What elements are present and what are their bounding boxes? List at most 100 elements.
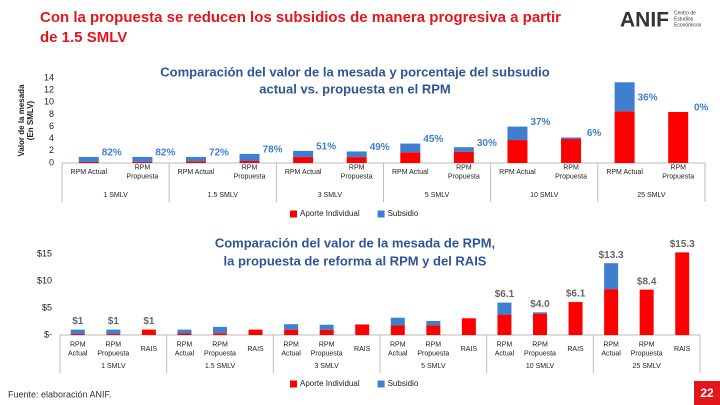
bar-segment (390, 317, 405, 326)
legend-label: Aporte Individual (300, 209, 360, 218)
bar-segment (239, 160, 260, 163)
bar-segment (106, 329, 121, 335)
bar-segment (213, 326, 227, 334)
data-label: 72% (209, 148, 229, 159)
x-tick-label: RPM Propuesta (234, 164, 266, 180)
bar-segment (507, 140, 528, 163)
bar-segment (604, 289, 619, 335)
bar-segment (213, 333, 227, 335)
chart-title: la propuesta de reforma al RPM y del RAI… (224, 253, 487, 268)
y-tick-label: 4 (49, 133, 54, 143)
y-tick-label: $5 (42, 302, 52, 312)
data-label: 78% (263, 145, 283, 156)
bar-segment (185, 156, 206, 162)
x-tick-label: RPM Propuesta (311, 341, 343, 357)
bar-segment (177, 329, 192, 334)
data-label: $15.3 (670, 239, 695, 250)
x-tick-label: RPM Actual (499, 169, 536, 176)
group-label: 25 SMLV (633, 363, 662, 370)
bar-segment (561, 137, 582, 140)
bar-segment (390, 325, 405, 335)
group-label: 10 SMLV (526, 363, 555, 370)
slide-title: de 1.5 SMLV (40, 29, 127, 46)
x-tick-label: RPM Actual (281, 341, 301, 357)
group-label: 3 SMLV (314, 363, 339, 370)
bar-segment (453, 147, 474, 152)
group-label: 1.5 SMLV (208, 192, 239, 199)
bar-segment (426, 320, 441, 326)
bar-segment (319, 329, 334, 335)
group-label: 1.5 SMLV (205, 363, 236, 370)
x-tick-label: RPM Propuesta (555, 164, 587, 180)
x-tick-label: RPM Propuesta (524, 341, 556, 357)
data-label: $6.1 (495, 289, 515, 300)
data-label: $4.0 (530, 299, 550, 310)
data-label: 82% (155, 148, 175, 159)
data-label: $1 (143, 316, 155, 327)
page-number: 22 (700, 386, 714, 400)
x-tick-label: RAIS (461, 346, 478, 353)
bar-segment (426, 325, 441, 335)
chart-title: Comparación del valor de la mesada y por… (160, 64, 549, 79)
legend-swatch (290, 210, 297, 218)
group-label: 1 SMLV (103, 192, 128, 199)
data-label: 82% (102, 148, 122, 159)
bar-segment (132, 156, 153, 162)
y-tick-label: 6 (49, 121, 54, 131)
x-tick-label: RPM Propuesta (631, 341, 663, 357)
bar-segment (141, 329, 156, 335)
chart-title: Comparación del valor de la mesada de RP… (215, 235, 495, 250)
data-label: $8.4 (637, 276, 657, 287)
y-tick-label: 8 (49, 109, 54, 119)
y-tick-label: $15 (37, 248, 52, 258)
legend-label: Subsidio (388, 379, 419, 388)
bar-segment (507, 126, 528, 141)
x-tick-label: RPM Propuesta (417, 341, 449, 357)
source: Fuente: elaboración ANIF. (8, 389, 112, 399)
x-tick-label: RPM Actual (388, 341, 408, 357)
bar-segment (78, 156, 99, 162)
bar-segment (106, 334, 121, 335)
group-label: 25 SMLV (637, 192, 666, 199)
bar-segment (614, 111, 635, 163)
x-tick-label: RPM Actual (175, 341, 195, 357)
data-label: 45% (423, 134, 443, 145)
data-label: 30% (477, 138, 497, 149)
logo-subtitle: Centro de (674, 10, 696, 16)
data-label: 0% (694, 103, 709, 114)
y-axis-label: Valor de la mesada (17, 84, 26, 157)
bar-segment (177, 333, 192, 335)
data-label: $6.1 (566, 289, 586, 300)
group-label: 5 SMLV (425, 192, 450, 199)
bar-segment (568, 302, 583, 335)
x-tick-label: RPM Propuesta (448, 164, 480, 180)
chart-title: actual vs. propuesta en el RPM (259, 81, 450, 96)
legend-label: Subsidio (388, 209, 419, 218)
data-label: $1 (72, 316, 84, 327)
group-label: 1 SMLV (101, 363, 126, 370)
logo-subtitle: Estudios (674, 16, 694, 22)
x-tick-label: RAIS (354, 346, 371, 353)
bar-segment (319, 324, 334, 330)
x-tick-label: RPM Actual (392, 169, 429, 176)
bar-segment (70, 329, 85, 335)
data-label: 37% (530, 117, 550, 128)
data-label: 51% (316, 141, 336, 152)
x-tick-label: RPM Propuesta (341, 164, 373, 180)
data-label: $13.3 (599, 250, 624, 261)
bar-segment (346, 151, 367, 158)
y-axis-label: (En SMLV) (26, 100, 35, 140)
x-tick-label: RPM Actual (495, 341, 515, 357)
x-tick-label: RPM Propuesta (662, 164, 694, 180)
y-tick-label: 12 (44, 85, 54, 95)
bar-segment (355, 324, 370, 335)
y-tick-label: 10 (44, 97, 54, 107)
group-label: 5 SMLV (421, 363, 446, 370)
bar-segment (461, 318, 476, 335)
data-label: 6% (587, 128, 602, 139)
bar-segment (346, 157, 367, 163)
logo-subtitle: Económicos (674, 22, 702, 28)
slide-title: Con la propuesta se reducen los subsidio… (40, 9, 561, 26)
page-number-box (694, 381, 720, 405)
